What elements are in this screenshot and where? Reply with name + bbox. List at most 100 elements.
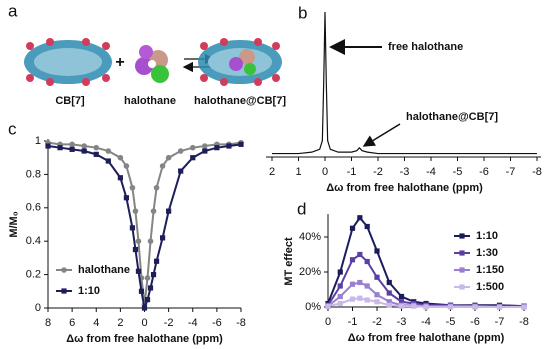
data-point — [123, 163, 130, 169]
data-point — [135, 238, 142, 244]
data-point — [357, 279, 363, 286]
data-point — [325, 303, 331, 309]
x-tick-label: -6 — [470, 316, 480, 328]
data-point — [129, 225, 136, 231]
data-point — [496, 304, 503, 310]
caption: halothane@CB[7] — [194, 95, 286, 107]
legend-label: 1:150 — [476, 264, 504, 276]
data-point — [398, 299, 405, 305]
data-point — [386, 302, 392, 308]
x-tick-label: 8 — [45, 317, 51, 329]
x-tick-label: -5 — [453, 166, 463, 178]
x-tick-label: 0 — [141, 317, 147, 329]
data-point — [165, 154, 172, 161]
annotation: halothane@CB[7] — [406, 111, 498, 123]
data-point — [177, 148, 184, 154]
x-tick-label: -8 — [532, 166, 542, 178]
data-point — [386, 279, 392, 286]
data-point — [147, 238, 154, 244]
x-tick-label: -4 — [426, 166, 436, 178]
data-point — [337, 293, 343, 300]
legend-marker — [459, 250, 465, 256]
panel-label: c — [8, 119, 17, 138]
data-point — [153, 258, 160, 264]
data-point — [144, 297, 151, 303]
data-point — [57, 145, 63, 151]
data-point — [364, 223, 370, 230]
panel-label: b — [298, 3, 307, 22]
data-point — [69, 141, 75, 148]
legend-label: 1:10 — [476, 230, 498, 242]
data-line — [272, 11, 537, 155]
panel-label: d — [297, 199, 306, 218]
data-point — [129, 184, 136, 191]
data-point — [105, 148, 112, 154]
data-point — [153, 184, 160, 191]
data-point — [398, 303, 405, 309]
data-point — [159, 163, 166, 169]
x-tick-label: -7 — [495, 316, 505, 328]
data-point — [45, 143, 51, 149]
data-point — [364, 258, 370, 265]
x-tick-label: 0 — [325, 316, 331, 328]
legend-label: halothane — [78, 264, 130, 276]
x-tick-label: 0 — [322, 166, 328, 178]
data-point — [138, 288, 145, 294]
data-point — [374, 274, 380, 280]
data-point — [178, 168, 184, 174]
data-point — [81, 148, 87, 154]
annotation: free halothane — [388, 41, 463, 53]
x-tick-label: 4 — [93, 317, 99, 329]
data-point — [190, 155, 196, 161]
data-point — [150, 272, 157, 278]
y-tick-label: 1 — [35, 135, 41, 147]
data-point — [374, 299, 380, 305]
x-tick-label: 6 — [69, 317, 75, 329]
plus-sign: + — [115, 54, 124, 71]
data-point — [150, 208, 157, 214]
data-point — [81, 143, 87, 149]
y-tick-label: 40% — [299, 231, 321, 243]
data-point — [147, 285, 154, 291]
x-tick-label: -4 — [421, 316, 431, 328]
data-point — [364, 297, 370, 303]
data-point — [521, 304, 527, 310]
legend-marker — [459, 284, 465, 290]
halothane-molecule — [135, 45, 169, 83]
x-tick-label: -6 — [479, 166, 489, 178]
legend-marker — [459, 233, 465, 239]
legend-marker — [61, 288, 67, 294]
data-point — [472, 304, 478, 310]
x-tick-label: -8 — [236, 317, 246, 329]
x-tick-label: -7 — [506, 166, 516, 178]
x-tick-label: -8 — [519, 316, 529, 328]
data-point — [117, 175, 123, 181]
legend-label: 1:30 — [476, 247, 498, 259]
data-point — [357, 251, 363, 258]
x-tick-label: -5 — [446, 316, 456, 328]
x-tick-label: -1 — [347, 166, 357, 178]
data-point — [349, 296, 356, 302]
data-point — [132, 246, 139, 253]
data-point — [226, 143, 232, 149]
legend-label: 1:10 — [78, 285, 100, 297]
data-line — [47, 143, 242, 312]
data-point — [93, 144, 100, 151]
data-point — [214, 145, 220, 151]
data-point — [141, 305, 148, 311]
data-point — [411, 303, 417, 309]
data-point — [447, 304, 454, 310]
data-point — [349, 225, 356, 231]
x-tick-label: 1 — [295, 166, 301, 178]
data-point — [189, 144, 196, 151]
x-tick-label: -1 — [348, 316, 358, 328]
data-point — [337, 269, 343, 275]
x-tick-label: -2 — [373, 166, 383, 178]
data-point — [374, 248, 380, 254]
data-point — [423, 304, 429, 310]
data-point — [123, 195, 130, 201]
data-point — [374, 292, 380, 298]
x-tick-label: -4 — [188, 317, 198, 329]
x-axis-label: Δω from free halothane (ppm) — [348, 332, 505, 344]
annotation-arrow — [362, 123, 401, 147]
